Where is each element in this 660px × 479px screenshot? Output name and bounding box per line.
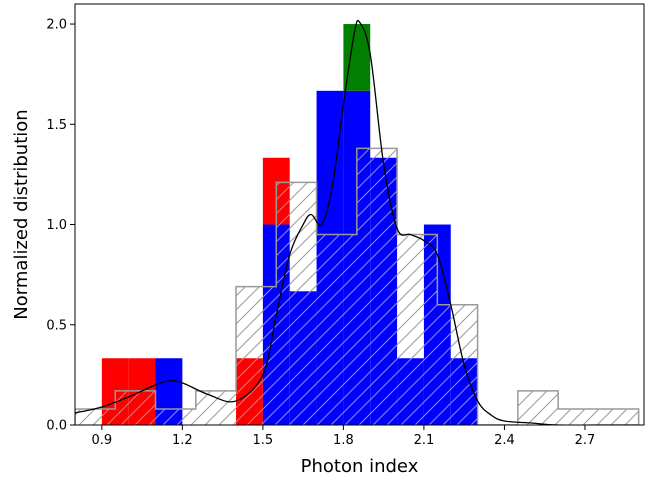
y-axis: 0.0 0.5 1.0 1.5 2.0 <box>46 18 75 434</box>
y-tick-label-4: 2.0 <box>46 18 67 33</box>
x-axis: 0.9 1.2 1.5 1.8 2.1 2.4 2.7 <box>91 425 595 448</box>
y-tick-label-1: 0.5 <box>46 318 67 333</box>
hatched-bin-13 <box>598 408 639 425</box>
x-tick-label-0: 0.9 <box>91 433 112 448</box>
hatched-bin-5 <box>276 182 317 425</box>
x-tick-label-5: 2.4 <box>494 433 515 448</box>
y-tick-label-0: 0.0 <box>46 419 67 434</box>
kde-curve <box>75 19 639 425</box>
hatched-bin-8 <box>397 234 438 425</box>
x-tick-label-6: 2.7 <box>575 433 596 448</box>
hatched-bin-2 <box>155 408 196 425</box>
x-tick-label-1: 1.2 <box>172 433 193 448</box>
x-axis-label: Photon index <box>301 456 419 477</box>
y-axis-label: Normalized distribution <box>11 109 32 319</box>
hatched-bin-12 <box>558 408 599 425</box>
hatched-bin-11 <box>517 390 559 425</box>
kde-curve-layer <box>75 19 639 425</box>
hatched-bin-3 <box>195 390 237 425</box>
hatched-bin-9 <box>437 304 478 425</box>
hatched-bin-7 <box>356 148 398 425</box>
hatched-bin-1 <box>115 390 156 425</box>
hatched-bin-4 <box>236 286 277 425</box>
y-tick-label-2: 1.0 <box>46 218 67 233</box>
hatched-bin-6 <box>316 234 357 425</box>
hatched-histogram <box>75 147 640 425</box>
x-tick-label-4: 2.1 <box>414 433 435 448</box>
hatched-outline <box>75 147 640 425</box>
y-tick-label-3: 1.5 <box>46 118 67 133</box>
x-tick-label-3: 1.8 <box>333 433 354 448</box>
x-tick-label-2: 1.5 <box>253 433 274 448</box>
hatched-bin-0 <box>75 408 116 425</box>
plot-frame <box>74 3 645 426</box>
